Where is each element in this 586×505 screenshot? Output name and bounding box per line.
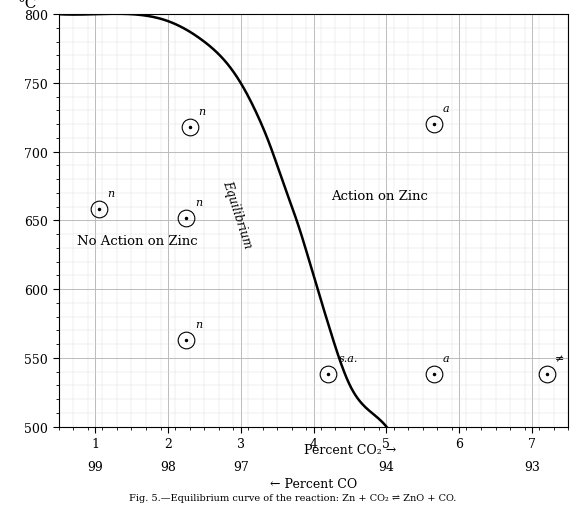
Text: 99: 99	[87, 460, 103, 473]
Text: 98: 98	[160, 460, 176, 473]
Text: 97: 97	[233, 460, 248, 473]
Text: s.a.: s.a.	[339, 354, 359, 364]
Text: ← Percent CO: ← Percent CO	[270, 477, 357, 490]
Text: 93: 93	[524, 460, 540, 473]
Text: Equilibrium: Equilibrium	[220, 179, 254, 249]
Text: n: n	[195, 319, 202, 329]
Text: n: n	[199, 107, 206, 117]
Text: °C: °C	[18, 0, 37, 11]
Text: No Action on Zinc: No Action on Zinc	[77, 235, 197, 248]
Text: ≠: ≠	[556, 354, 565, 364]
Text: 94: 94	[379, 460, 394, 473]
Text: a: a	[442, 354, 449, 364]
Text: Percent CO₂ →: Percent CO₂ →	[304, 443, 396, 457]
Text: a: a	[442, 104, 449, 114]
Text: Action on Zinc: Action on Zinc	[331, 190, 428, 203]
Text: n: n	[195, 197, 202, 207]
Text: Fig. 5.—Equilibrium curve of the reaction: Zn + CO₂ ⇌ ZnO + CO.: Fig. 5.—Equilibrium curve of the reactio…	[130, 493, 456, 502]
Text: n: n	[107, 189, 114, 199]
